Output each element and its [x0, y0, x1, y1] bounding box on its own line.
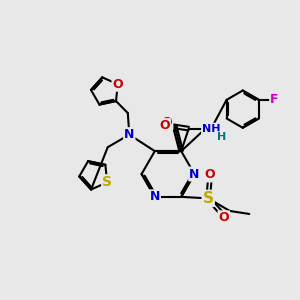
Text: O: O	[159, 119, 170, 132]
Text: N: N	[124, 128, 134, 141]
Text: F: F	[270, 93, 279, 106]
Text: O: O	[162, 116, 172, 129]
Text: O: O	[112, 78, 123, 91]
Text: H: H	[217, 132, 226, 142]
Text: S: S	[102, 175, 112, 189]
Text: O: O	[218, 212, 229, 224]
Text: N: N	[189, 167, 200, 181]
Text: S: S	[203, 191, 214, 206]
Text: N: N	[150, 190, 160, 203]
Text: O: O	[204, 169, 215, 182]
Text: NH: NH	[202, 124, 220, 134]
